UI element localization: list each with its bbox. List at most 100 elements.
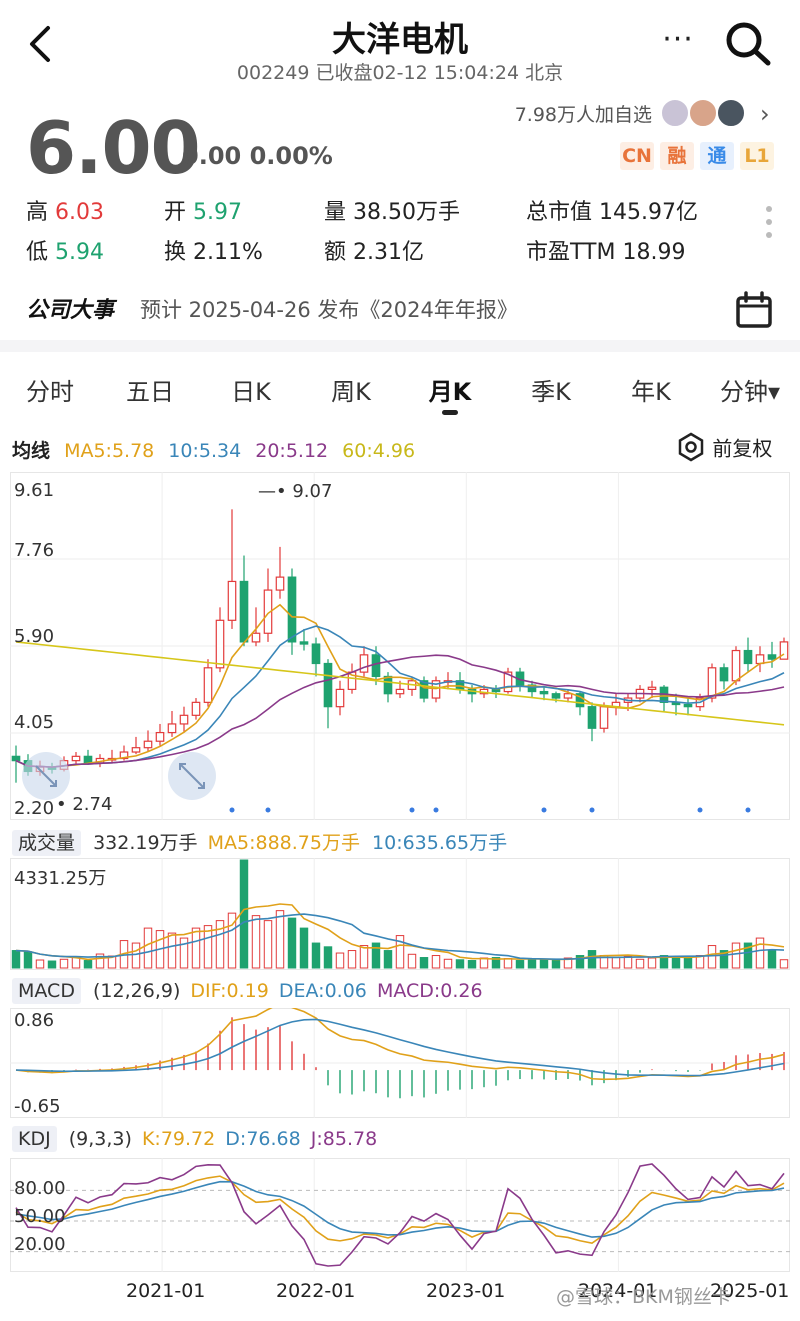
more-button[interactable]: ··· (656, 20, 700, 64)
volume-bar (83, 960, 93, 969)
volume-bar (95, 953, 105, 969)
tab-daily-k[interactable]: 日K (231, 378, 271, 406)
calendar-icon (736, 291, 772, 328)
candle-body (287, 576, 297, 643)
collapse-button[interactable] (22, 752, 70, 800)
collapse-arrows-icon (35, 765, 57, 787)
volume-bar (743, 942, 753, 969)
ma10-line (15, 625, 785, 768)
macd-dea: DEA:0.06 (278, 980, 367, 1002)
volume-bar (59, 958, 69, 969)
zoom-expand-button[interactable] (168, 752, 216, 800)
candle-body (299, 641, 309, 645)
candle-body (551, 693, 561, 699)
event-dot (409, 807, 415, 813)
candle-body (203, 667, 213, 703)
kdj-k: K:79.72 (141, 1128, 216, 1150)
tab-intraday[interactable]: 分时 (26, 378, 74, 406)
kdj-chart[interactable] (10, 1158, 790, 1272)
tab-five-day[interactable]: 五日 (126, 378, 174, 406)
volume-bar (707, 945, 717, 969)
price-axis-top: 9.61 (14, 480, 55, 501)
candle-body (191, 701, 201, 716)
max-price-value: 9.07 (292, 481, 333, 502)
stat-turnover: 换 2.11% (164, 240, 263, 265)
volume-bar (515, 960, 525, 969)
candle-body (131, 747, 141, 753)
candle-body (323, 662, 333, 708)
price-axis-label: 5.90 (14, 626, 55, 647)
tab-active-indicator (442, 410, 458, 415)
volume-bar (467, 960, 477, 969)
macd-label: MACD (12, 978, 81, 1004)
volume-bar (35, 959, 45, 969)
volume-bar (731, 942, 741, 969)
candle-body (755, 654, 765, 665)
chevron-right-icon[interactable]: › (760, 100, 770, 128)
current-price: 6.00 (26, 106, 201, 190)
volume-bar (311, 942, 321, 969)
candle-body (503, 671, 513, 693)
stock-code-status: 002249 已收盘02-12 15:04:24 北京 (236, 62, 564, 84)
stat-high: 高 6.03 (26, 194, 104, 226)
macd-value: MACD:0.26 (376, 980, 483, 1002)
volume-bar (779, 959, 789, 969)
volume-bar (131, 942, 141, 969)
tab-yearly-k[interactable]: 年K (631, 378, 671, 406)
volume-bar (587, 950, 597, 969)
candle-body (71, 755, 81, 762)
volume-bar (503, 958, 513, 969)
ma60-line (15, 641, 785, 726)
event-dot (745, 807, 751, 813)
candle-body (395, 688, 405, 695)
candle-body (647, 686, 657, 691)
badge-connect: 通 (700, 142, 734, 170)
candle-body (155, 731, 165, 742)
volume-bar (299, 927, 309, 969)
search-button[interactable] (722, 18, 774, 68)
min-price-value: 2.74 (72, 794, 113, 815)
ma60-value: 60:4.96 (342, 440, 416, 462)
kdj-params: (9,3,3) (68, 1128, 132, 1150)
badge-label: 融 (667, 145, 687, 167)
badge-label: CN (622, 145, 652, 167)
volume-bar (143, 927, 153, 969)
volume-bar (659, 955, 669, 969)
tab-monthly-k[interactable]: 月K (428, 378, 472, 406)
volume-bar (539, 959, 549, 969)
avatar[interactable] (660, 98, 690, 128)
volume-bar (647, 957, 657, 969)
volume-bar (23, 951, 33, 969)
candle-body (311, 643, 321, 665)
kdj-axis-80: 80.00 (14, 1178, 66, 1199)
volume-bar (419, 957, 429, 969)
watchlist-count[interactable]: 7.98万人加自选 (514, 104, 652, 126)
volume-chart[interactable] (10, 858, 790, 970)
macd-dif: DIF:0.19 (190, 980, 269, 1002)
volume-bar (455, 959, 465, 969)
candle-body (239, 580, 249, 643)
volume-bar (623, 955, 633, 969)
tab-minute[interactable]: 分钟▾ (719, 378, 781, 406)
avatar[interactable] (688, 98, 718, 128)
tab-quarterly-k[interactable]: 季K (531, 378, 571, 406)
expand-dots-icon[interactable] (766, 206, 776, 245)
tab-weekly-k[interactable]: 周K (331, 378, 371, 406)
kdj-j: J:85.78 (310, 1128, 378, 1150)
price-axis-label: 4.05 (14, 712, 55, 733)
candle-body (599, 706, 609, 729)
volume-bar (275, 910, 285, 969)
back-button[interactable] (22, 22, 62, 66)
candle-body (383, 675, 393, 695)
volume-bar (251, 915, 261, 969)
volume-bar (335, 952, 345, 969)
volume-bar (719, 950, 729, 969)
candlestick-chart[interactable] (10, 472, 790, 820)
avatar[interactable] (716, 98, 746, 128)
macd-chart[interactable] (10, 1008, 790, 1118)
volume-axis-max: 4331.25万 (14, 868, 107, 889)
adjust-price-button[interactable]: 前复权 (676, 432, 786, 466)
calendar-button[interactable] (734, 290, 774, 330)
volume-bar (407, 953, 417, 969)
candle-body (251, 632, 261, 643)
